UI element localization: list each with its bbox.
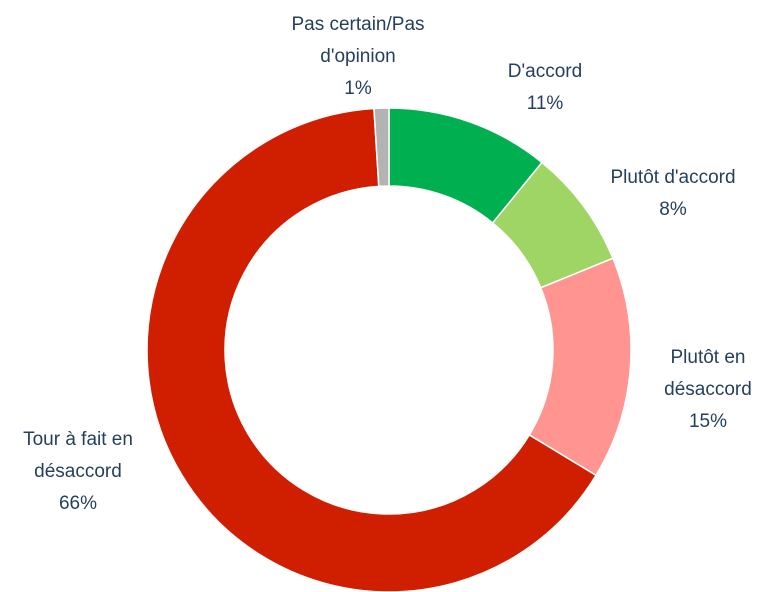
category-label: D'accord — [507, 61, 583, 82]
category-label: Pas certain/Pas d'opinion — [291, 14, 425, 67]
value-label: 11% — [526, 93, 564, 114]
slice-label: Tour à fait en désaccord 66% — [6, 424, 151, 520]
slice-label: D'accord 11% — [470, 56, 620, 120]
category-label: Plutôt en désaccord — [664, 347, 752, 400]
slice-label: Pas certain/Pas d'opinion 1% — [268, 9, 448, 105]
donut-slice — [373, 107, 390, 188]
value-label: 66% — [58, 493, 98, 514]
value-label: 15% — [688, 411, 728, 432]
category-label: Tour à fait en désaccord — [23, 429, 133, 482]
category-label: Plutôt d'accord — [610, 167, 736, 188]
value-label: 8% — [659, 199, 687, 220]
value-label: 1% — [344, 78, 372, 99]
slice-label: Plutôt en désaccord 15% — [651, 342, 765, 438]
slice-label: Plutôt d'accord 8% — [578, 162, 765, 226]
donut-slice — [146, 107, 598, 592]
donut-slice — [528, 257, 632, 477]
